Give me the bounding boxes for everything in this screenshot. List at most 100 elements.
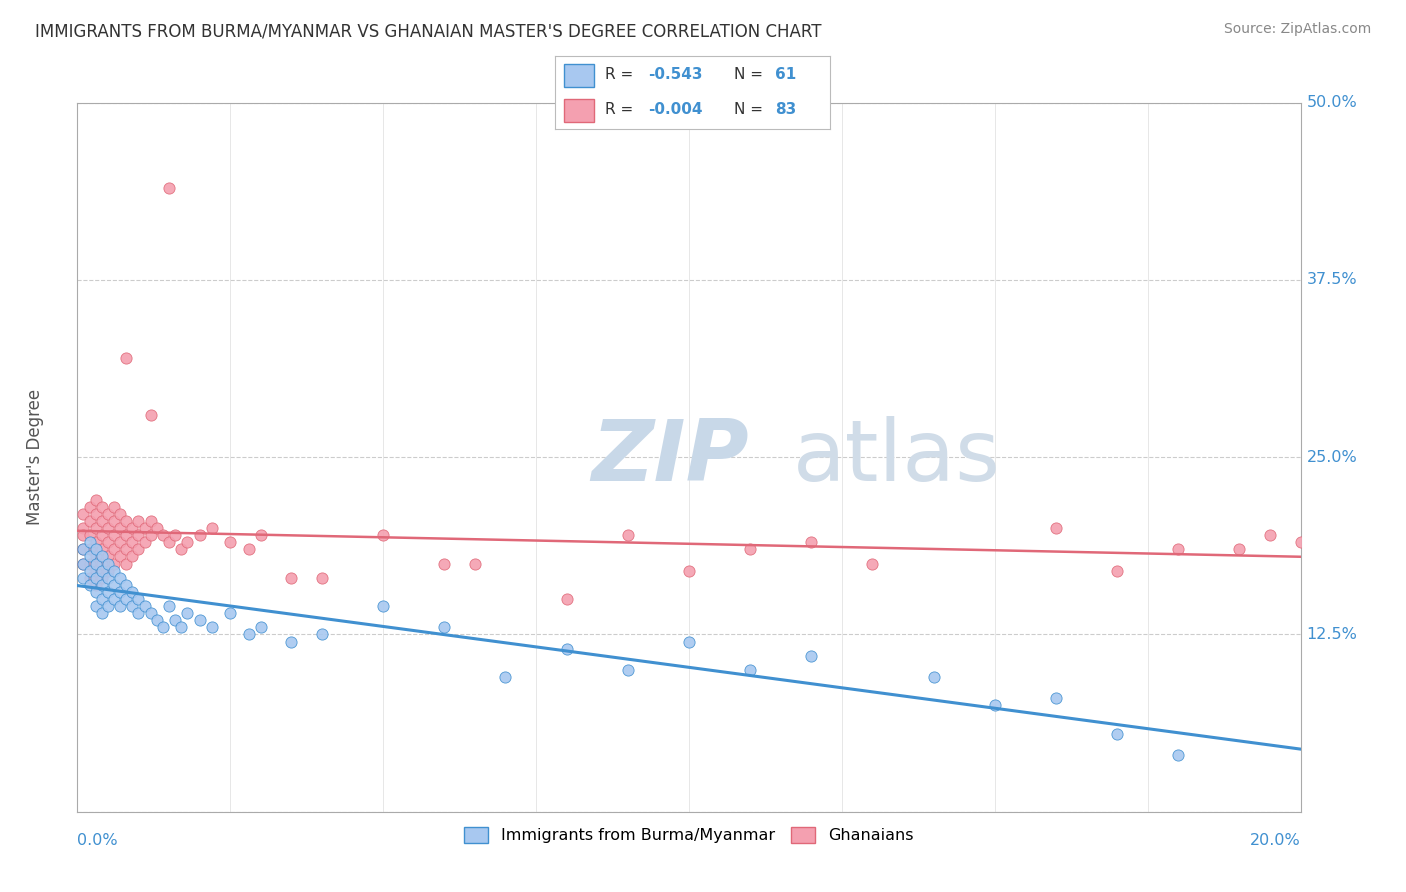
Point xyxy=(90,564,112,578)
Point xyxy=(862,557,884,571)
Point xyxy=(72,542,94,557)
Point xyxy=(121,549,143,564)
Point xyxy=(97,557,120,571)
Point xyxy=(121,521,143,535)
Point xyxy=(79,514,101,528)
Point xyxy=(97,507,120,521)
Point xyxy=(103,592,125,607)
Point xyxy=(127,592,149,607)
Point xyxy=(139,528,162,542)
Point xyxy=(555,641,578,656)
Point xyxy=(139,606,162,620)
Point xyxy=(97,585,120,599)
Point xyxy=(219,535,242,549)
Point xyxy=(79,564,101,578)
Text: 12.5%: 12.5% xyxy=(1306,627,1358,642)
Point xyxy=(157,535,180,549)
Point xyxy=(134,521,156,535)
Point xyxy=(495,670,517,684)
Point xyxy=(740,663,762,677)
Point xyxy=(108,599,131,613)
Point xyxy=(84,542,107,557)
Point xyxy=(127,542,149,557)
Point xyxy=(84,535,107,549)
Point xyxy=(90,578,112,592)
Point xyxy=(678,634,700,648)
Point xyxy=(165,528,187,542)
Point xyxy=(157,180,180,194)
Point xyxy=(97,521,120,535)
Point xyxy=(176,606,198,620)
Point xyxy=(79,571,101,585)
Point xyxy=(127,514,149,528)
Point xyxy=(201,620,224,634)
Point xyxy=(103,514,125,528)
Point xyxy=(115,557,138,571)
Text: ZIP: ZIP xyxy=(591,416,749,499)
Point xyxy=(84,571,107,585)
Point xyxy=(84,557,107,571)
Point xyxy=(79,528,101,542)
Point xyxy=(84,585,107,599)
Point xyxy=(740,542,762,557)
Point xyxy=(1167,542,1189,557)
Point xyxy=(72,557,94,571)
Point xyxy=(103,542,125,557)
Point xyxy=(188,528,211,542)
Point xyxy=(108,521,131,535)
Text: N =: N = xyxy=(734,103,768,118)
Point xyxy=(90,557,112,571)
Point xyxy=(139,408,162,422)
Point xyxy=(1229,542,1251,557)
Text: -0.543: -0.543 xyxy=(648,68,703,82)
Text: 20.0%: 20.0% xyxy=(1250,833,1301,848)
Point xyxy=(90,571,112,585)
Point xyxy=(108,535,131,549)
Point xyxy=(464,557,486,571)
Point xyxy=(90,549,112,564)
Point xyxy=(84,599,107,613)
Point xyxy=(97,599,120,613)
Point xyxy=(84,507,107,521)
Point xyxy=(311,571,333,585)
Point xyxy=(79,549,101,564)
Point xyxy=(617,528,640,542)
Point xyxy=(90,514,112,528)
Point xyxy=(79,500,101,514)
Point xyxy=(72,521,94,535)
Point xyxy=(1167,747,1189,762)
Point xyxy=(97,564,120,578)
Point xyxy=(90,542,112,557)
Point xyxy=(90,592,112,607)
Text: 0.0%: 0.0% xyxy=(77,833,118,848)
Point xyxy=(103,500,125,514)
Text: 37.5%: 37.5% xyxy=(1306,272,1357,287)
Point xyxy=(90,528,112,542)
Point xyxy=(152,528,174,542)
Point xyxy=(250,528,273,542)
Point xyxy=(90,606,112,620)
Point xyxy=(280,571,302,585)
Point xyxy=(170,542,193,557)
Point xyxy=(280,634,302,648)
Point xyxy=(84,549,107,564)
FancyBboxPatch shape xyxy=(564,99,593,122)
Point xyxy=(134,599,156,613)
Point xyxy=(146,521,169,535)
FancyBboxPatch shape xyxy=(564,63,593,87)
Point xyxy=(115,514,138,528)
Text: -0.004: -0.004 xyxy=(648,103,703,118)
Point xyxy=(84,564,107,578)
Point xyxy=(79,557,101,571)
Point xyxy=(84,521,107,535)
Point xyxy=(371,599,394,613)
Text: 25.0%: 25.0% xyxy=(1306,450,1357,465)
Point xyxy=(1289,535,1312,549)
Point xyxy=(201,521,224,535)
Point xyxy=(146,613,169,627)
Point xyxy=(170,620,193,634)
Point xyxy=(433,620,456,634)
Point xyxy=(176,535,198,549)
Text: 83: 83 xyxy=(775,103,796,118)
Text: R =: R = xyxy=(605,68,638,82)
